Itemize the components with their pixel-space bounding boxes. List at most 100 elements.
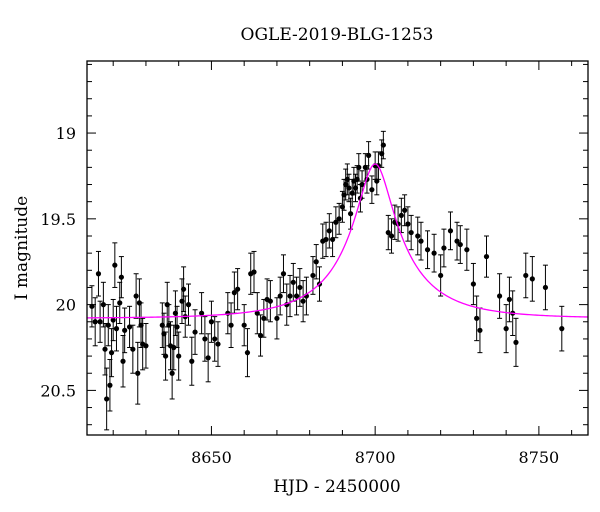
- data-point: [280, 254, 287, 294]
- data-point: [261, 298, 267, 338]
- data-point: [323, 221, 329, 258]
- point-marker: [326, 228, 332, 234]
- data-point: [388, 218, 395, 254]
- data-point: [277, 276, 283, 316]
- point-marker: [169, 370, 175, 376]
- data-point: [212, 316, 218, 362]
- data-point: [110, 298, 116, 342]
- data-point: [513, 317, 519, 367]
- point-marker: [120, 358, 126, 364]
- data-marks: [89, 130, 565, 431]
- point-marker: [180, 286, 187, 292]
- point-marker: [97, 319, 103, 325]
- point-marker: [104, 396, 110, 402]
- data-point: [418, 221, 424, 261]
- point-marker: [192, 329, 198, 335]
- point-marker: [447, 228, 454, 234]
- data-point: [185, 283, 192, 326]
- data-point: [117, 281, 123, 324]
- plot-frame: [86, 60, 589, 436]
- point-marker: [454, 238, 460, 244]
- data-point: [506, 276, 513, 323]
- point-marker: [274, 315, 280, 321]
- y-tick-label: 20.5: [40, 381, 76, 400]
- data-point: [454, 221, 460, 261]
- data-point: [92, 297, 98, 347]
- chart-title: OGLE-2019-BLG-1253: [241, 25, 434, 45]
- point-marker: [408, 229, 414, 236]
- data-point: [205, 333, 211, 383]
- data-point: [477, 307, 483, 354]
- point-marker: [503, 326, 509, 332]
- point-marker: [457, 241, 463, 248]
- data-point: [474, 295, 480, 342]
- data-point: [162, 331, 169, 381]
- data-point: [529, 256, 535, 302]
- data-point: [251, 250, 257, 294]
- point-marker: [424, 247, 431, 253]
- point-marker: [231, 290, 237, 296]
- point-marker: [130, 346, 136, 352]
- data-point: [244, 328, 251, 378]
- point-marker: [277, 293, 283, 299]
- point-marker: [359, 181, 365, 188]
- point-marker: [513, 339, 519, 345]
- data-point: [457, 225, 463, 264]
- data-point: [176, 331, 182, 381]
- point-marker: [241, 322, 247, 328]
- data-point: [108, 328, 115, 378]
- data-point: [542, 264, 549, 311]
- data-point: [366, 141, 372, 170]
- y-axis-ticks: 19 19.5 20 20.5: [40, 63, 588, 426]
- data-point: [180, 266, 187, 312]
- data-point: [254, 292, 260, 335]
- point-marker: [205, 355, 211, 361]
- point-marker: [438, 272, 444, 279]
- point-marker: [542, 284, 549, 291]
- data-point: [369, 175, 375, 204]
- data-point: [104, 367, 110, 431]
- data-point: [215, 321, 221, 367]
- y-tick-label: 19.5: [40, 210, 76, 229]
- data-point: [143, 322, 149, 369]
- data-point: [293, 276, 300, 316]
- data-point: [470, 262, 476, 306]
- point-marker: [251, 269, 257, 275]
- point-marker: [100, 302, 106, 308]
- point-marker: [415, 233, 421, 239]
- point-marker: [107, 382, 113, 388]
- point-marker: [474, 315, 480, 321]
- data-point: [483, 235, 490, 278]
- point-marker: [346, 185, 352, 191]
- data-point: [267, 280, 273, 323]
- point-marker: [143, 343, 149, 349]
- data-point: [297, 268, 303, 307]
- data-point: [228, 302, 234, 349]
- data-point: [113, 305, 120, 352]
- point-marker: [117, 300, 123, 306]
- point-marker: [300, 298, 306, 304]
- data-point: [310, 256, 316, 295]
- point-marker: [174, 324, 180, 330]
- point-marker: [441, 245, 447, 251]
- point-marker: [293, 293, 300, 299]
- data-point: [559, 305, 565, 352]
- point-marker: [559, 326, 565, 332]
- data-point: [225, 292, 231, 335]
- point-marker: [92, 319, 98, 325]
- data-point: [441, 228, 447, 268]
- point-marker: [171, 344, 177, 351]
- point-marker: [369, 187, 375, 193]
- x-tick-label: 8750: [519, 448, 560, 467]
- point-marker: [208, 319, 215, 325]
- x-axis-ticks: 8650 8700 8750: [112, 61, 573, 467]
- point-marker: [290, 279, 296, 285]
- point-marker: [112, 262, 118, 268]
- data-point: [326, 213, 332, 249]
- point-marker: [162, 353, 169, 359]
- data-point: [380, 130, 386, 160]
- point-marker: [333, 219, 339, 225]
- point-marker: [388, 233, 395, 239]
- point-marker: [225, 310, 231, 316]
